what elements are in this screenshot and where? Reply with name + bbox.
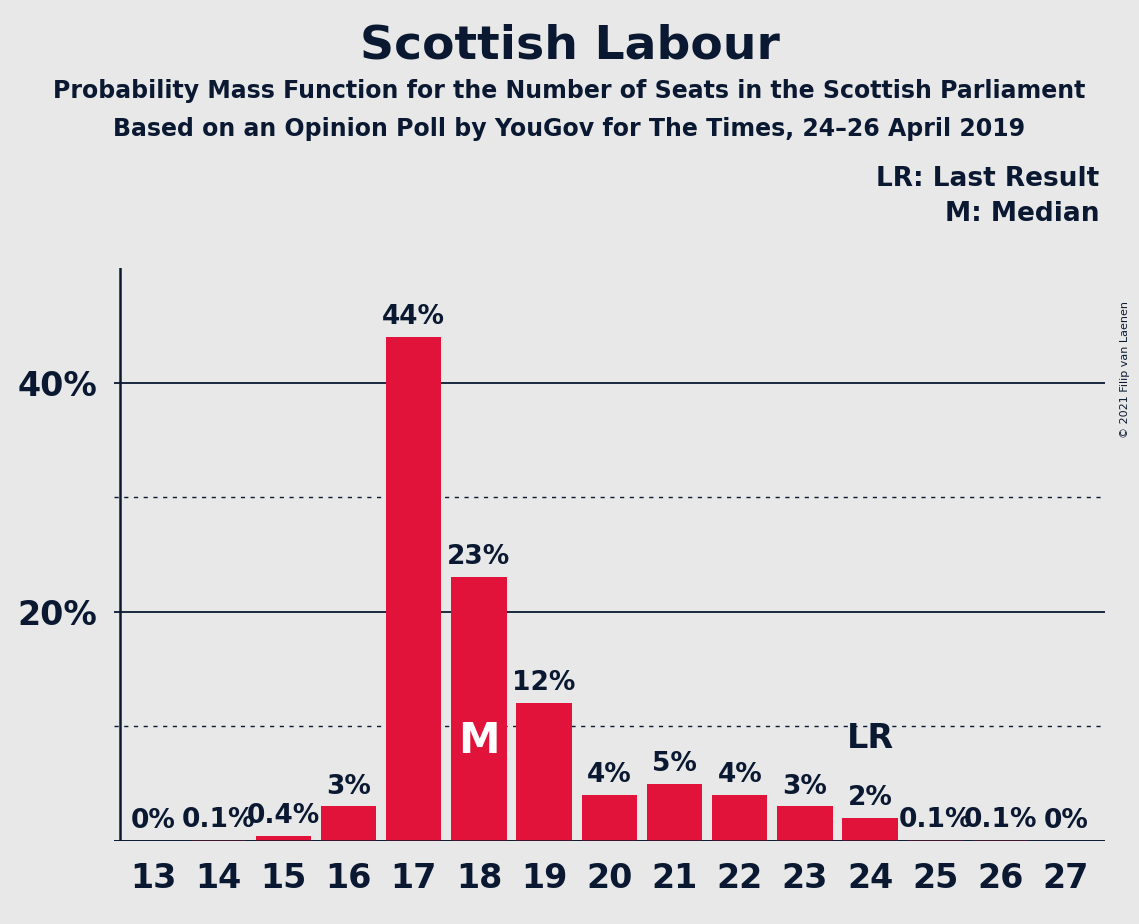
Bar [451, 578, 507, 841]
Bar [908, 840, 964, 841]
Bar [190, 840, 246, 841]
Bar [777, 807, 833, 841]
Text: Based on an Opinion Poll by YouGov for The Times, 24–26 April 2019: Based on an Opinion Poll by YouGov for T… [114, 117, 1025, 141]
Text: 0.1%: 0.1% [899, 807, 972, 833]
Text: 2%: 2% [847, 785, 893, 811]
Text: 0.4%: 0.4% [247, 803, 320, 830]
Text: 44%: 44% [383, 304, 445, 330]
Text: M: M [458, 720, 500, 761]
Text: © 2021 Filip van Laenen: © 2021 Filip van Laenen [1120, 301, 1130, 438]
Bar [647, 784, 703, 841]
Text: Scottish Labour: Scottish Labour [360, 23, 779, 68]
Text: M: Median: M: Median [944, 201, 1099, 227]
Text: LR: Last Result: LR: Last Result [876, 166, 1099, 192]
Text: 3%: 3% [782, 773, 827, 799]
Text: 5%: 5% [653, 750, 697, 777]
Text: LR: LR [846, 722, 894, 755]
Text: 3%: 3% [326, 773, 371, 799]
Bar [321, 807, 376, 841]
Bar [255, 836, 311, 841]
Text: 23%: 23% [448, 544, 510, 570]
Text: 0.1%: 0.1% [964, 807, 1038, 833]
Text: 0.1%: 0.1% [181, 807, 255, 833]
Bar [973, 840, 1029, 841]
Text: Probability Mass Function for the Number of Seats in the Scottish Parliament: Probability Mass Function for the Number… [54, 79, 1085, 103]
Bar [843, 818, 898, 841]
Text: 4%: 4% [587, 762, 632, 788]
Bar [582, 795, 637, 841]
Bar [712, 795, 768, 841]
Text: 12%: 12% [513, 671, 576, 697]
Text: 0%: 0% [131, 808, 175, 834]
Text: 0%: 0% [1043, 808, 1088, 834]
Bar [386, 336, 442, 841]
Text: 4%: 4% [718, 762, 762, 788]
Bar [516, 703, 572, 841]
